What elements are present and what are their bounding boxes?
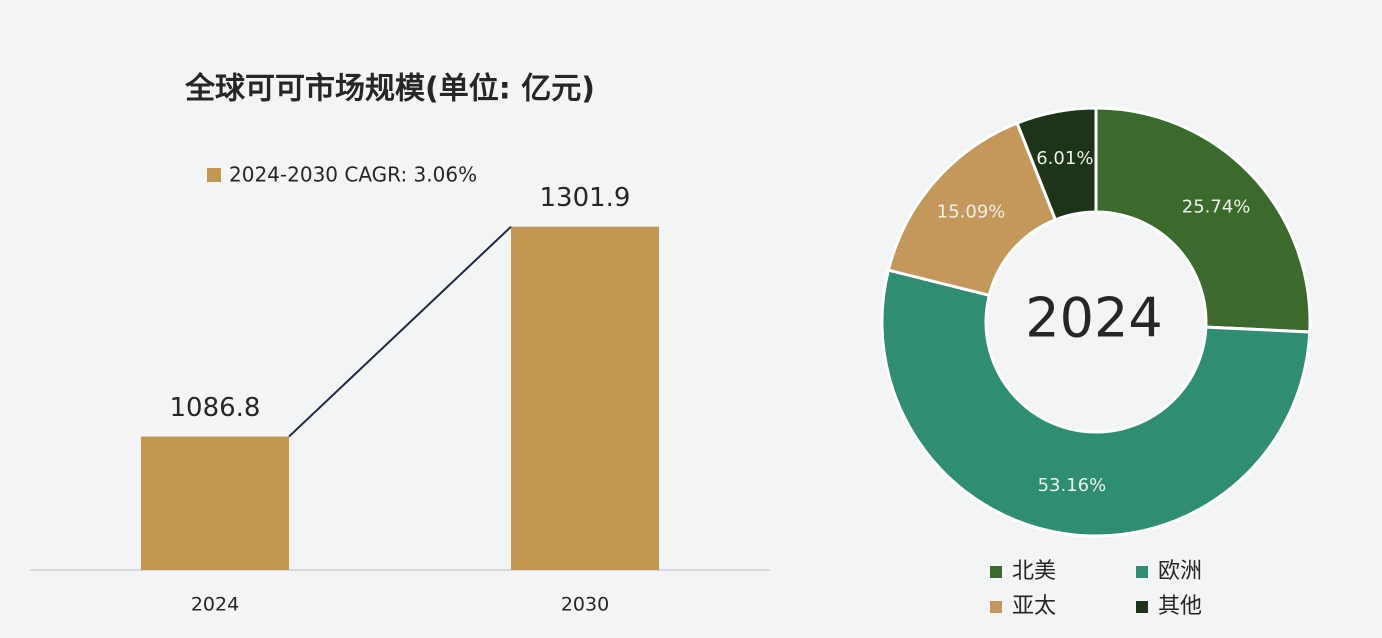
donut-slice (1015, 106, 1098, 222)
legend-label: 2024-2030 CAGR: 3.06% (229, 163, 477, 187)
donut-slice (886, 121, 1058, 298)
legend-label: 亚太 (1012, 594, 1056, 619)
donut-slice (1094, 106, 1312, 334)
legend-label: 其他 (1158, 594, 1202, 619)
data-label: 53.16% (1038, 475, 1107, 496)
data-label: 25.74% (1182, 196, 1251, 217)
legend-swatch (990, 566, 1002, 578)
legend-swatch (1136, 601, 1148, 613)
legend-swatch (990, 601, 1002, 613)
bar (511, 226, 659, 570)
x-tick-label: 2030 (561, 594, 609, 616)
data-label: 15.09% (937, 202, 1006, 223)
data-label: 6.01% (1036, 148, 1093, 169)
legend-label: 北美 (1012, 559, 1056, 584)
donut-center-title: 2024 (1025, 287, 1162, 350)
x-tick-label: 2024 (191, 594, 239, 616)
legend-label: 欧洲 (1158, 559, 1202, 584)
legend-swatch (1136, 566, 1148, 578)
bar (141, 436, 289, 570)
donut-slice (880, 268, 1312, 538)
legend-swatch (207, 168, 221, 182)
chart-title: 全球可可市场规模(单位: 亿元) (184, 72, 595, 107)
data-label: 1301.9 (540, 183, 631, 213)
trend-line (288, 225, 512, 438)
data-label: 1086.8 (170, 393, 261, 423)
